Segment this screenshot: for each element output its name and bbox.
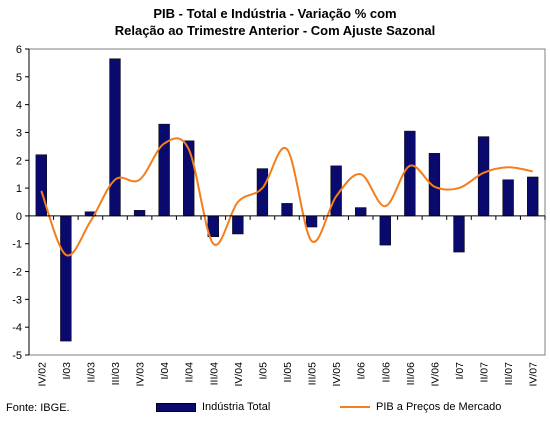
y-tick-label: 4 <box>16 100 22 112</box>
y-tick-label: 0 <box>16 211 22 223</box>
plot-area-border <box>28 48 546 356</box>
bar <box>527 176 539 217</box>
y-tick-label: 1 <box>16 183 22 195</box>
x-tick-label: II/04 <box>184 362 196 383</box>
x-tick-label: I/07 <box>454 362 466 380</box>
bar <box>133 210 146 217</box>
bar <box>502 179 514 217</box>
legend-line-swatch <box>340 406 370 408</box>
x-tick-label: III/05 <box>307 362 319 386</box>
source-note: Fonte: IBGE. <box>6 402 70 414</box>
bar <box>109 58 121 217</box>
y-tick-label: -4 <box>12 322 22 334</box>
line-series-pib <box>40 137 533 257</box>
bar <box>453 215 465 253</box>
bar <box>183 140 195 217</box>
x-tick-label: I/05 <box>257 362 269 380</box>
bar <box>158 123 170 217</box>
y-tick-label: 6 <box>16 44 22 56</box>
bar <box>379 215 391 246</box>
x-tick-label: IV/03 <box>135 362 147 387</box>
x-tick-label: IV/04 <box>233 362 245 387</box>
x-tick-label: I/06 <box>356 362 368 380</box>
y-tick-label: 5 <box>16 72 22 84</box>
legend-item-industria: Indústria Total <box>156 401 270 413</box>
y-tick-label: 3 <box>16 127 22 139</box>
y-tick-label: 2 <box>16 155 22 167</box>
legend-label-industria: Indústria Total <box>202 401 271 413</box>
bars-group <box>35 58 539 342</box>
bar <box>477 136 490 217</box>
bar <box>60 215 72 342</box>
x-tick-label: II/03 <box>85 362 97 383</box>
bar <box>355 207 367 217</box>
chart-title-line-1: PIB - Total e Indústria - Variação % com <box>153 6 397 21</box>
plot-frame <box>28 48 546 356</box>
y-tick-label: -3 <box>12 294 22 306</box>
x-tick-label: I/04 <box>159 362 171 380</box>
bar <box>404 130 416 217</box>
x-tick-label: IV/07 <box>528 362 540 387</box>
x-tick-label: II/05 <box>282 362 294 383</box>
bar <box>232 215 244 235</box>
x-tick-label: I/03 <box>61 362 73 380</box>
line-group <box>40 137 533 257</box>
x-tick-label: III/04 <box>208 362 220 386</box>
y-tick-label: -5 <box>12 350 22 362</box>
legend-label-pib: PIB a Preços de Mercado <box>376 401 502 413</box>
x-tick-label: III/03 <box>110 362 122 386</box>
y-tick-label: -1 <box>12 239 22 251</box>
chart-title-line-2: Relação ao Trimestre Anterior - Com Ajus… <box>114 23 436 38</box>
axes-group: -5 -4 -3 -2 -1 0 1 2 3 4 5 6 IV/02 I/03 II/03 III/03 IV/… <box>12 44 546 387</box>
legend-item-pib: PIB a Preços de Mercado <box>340 401 501 413</box>
y-tick-label: -2 <box>12 267 22 279</box>
x-tick-label: IV/05 <box>331 362 343 387</box>
x-tick-label: II/06 <box>380 362 392 383</box>
bar <box>305 215 318 228</box>
x-tick-label: II/07 <box>479 362 491 383</box>
x-tick-label: III/07 <box>503 362 515 386</box>
bar <box>35 154 47 217</box>
chart-title: PIB - Total e Indústria - Variação % com… <box>0 5 550 39</box>
x-tick-label: IV/06 <box>429 362 441 387</box>
legend-bar-swatch <box>156 402 196 412</box>
bar <box>281 203 293 217</box>
x-tick-label: IV/02 <box>36 362 48 387</box>
x-tick-label: III/06 <box>405 362 417 386</box>
